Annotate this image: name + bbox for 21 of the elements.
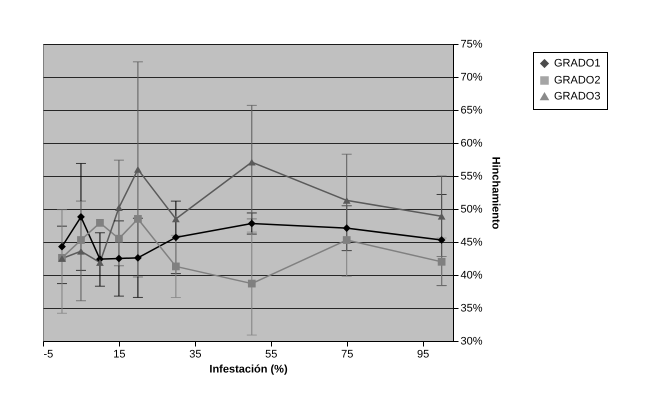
y-tick-label: 50% xyxy=(460,204,483,216)
x-tick-label: 75 xyxy=(341,348,354,360)
y-tick-label: 75% xyxy=(460,38,483,50)
y-tick-label: 35% xyxy=(460,302,483,314)
y-tick-label: 55% xyxy=(460,170,483,182)
y-tick-label: 45% xyxy=(460,236,483,248)
x-tick-label: -5 xyxy=(44,348,54,360)
legend-label: GRADO1 xyxy=(554,58,600,70)
y-tick-label: 30% xyxy=(460,336,483,348)
legend-label: GRADO3 xyxy=(554,90,600,102)
y-tick-label: 40% xyxy=(460,270,483,282)
y-tick-label: 70% xyxy=(460,72,483,84)
x-axis-title: Infestación (%) xyxy=(209,364,288,376)
x-tick-label: 15 xyxy=(113,348,126,360)
x-tick-label: 55 xyxy=(265,348,278,360)
y-axis-title: Hinchamiento xyxy=(490,156,502,230)
legend-label: GRADO2 xyxy=(554,74,600,86)
x-tick-label: 35 xyxy=(189,348,202,360)
x-tick-label: 95 xyxy=(417,348,430,360)
y-tick-label: 60% xyxy=(460,138,483,150)
y-tick-label: 65% xyxy=(460,104,483,116)
